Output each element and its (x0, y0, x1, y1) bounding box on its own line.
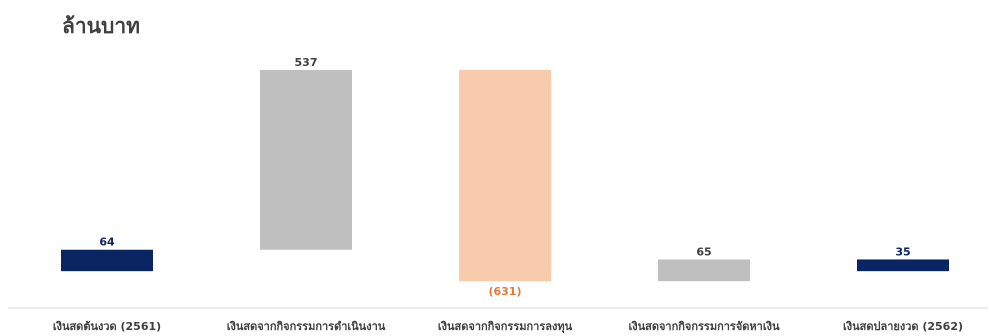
category-label-4: เงินสดจากกิจกรรมการจัดหาเงิน (628, 320, 780, 333)
data-label-4: 65 (696, 245, 711, 258)
data-label-3: (631) (488, 285, 521, 298)
data-label-1: 64 (99, 236, 115, 249)
bar-4 (658, 259, 750, 282)
category-label-5: เงินสดปลายงวด (2562) (843, 320, 963, 333)
bar-1 (61, 249, 153, 272)
unit-label: ล้านบาท (62, 14, 140, 38)
bar-2 (260, 69, 352, 250)
category-label-1: เงินสดต้นงวด (2561) (53, 320, 161, 333)
data-label-2: 537 (295, 56, 318, 69)
bar-3 (459, 69, 551, 282)
bar-5 (857, 259, 949, 272)
category-label-2: เงินสดจากกิจกรรมการดำเนินงาน (227, 320, 386, 333)
data-label-5: 35 (895, 245, 910, 258)
category-label-3: เงินสดจากกิจกรรมการลงทุน (438, 320, 573, 334)
